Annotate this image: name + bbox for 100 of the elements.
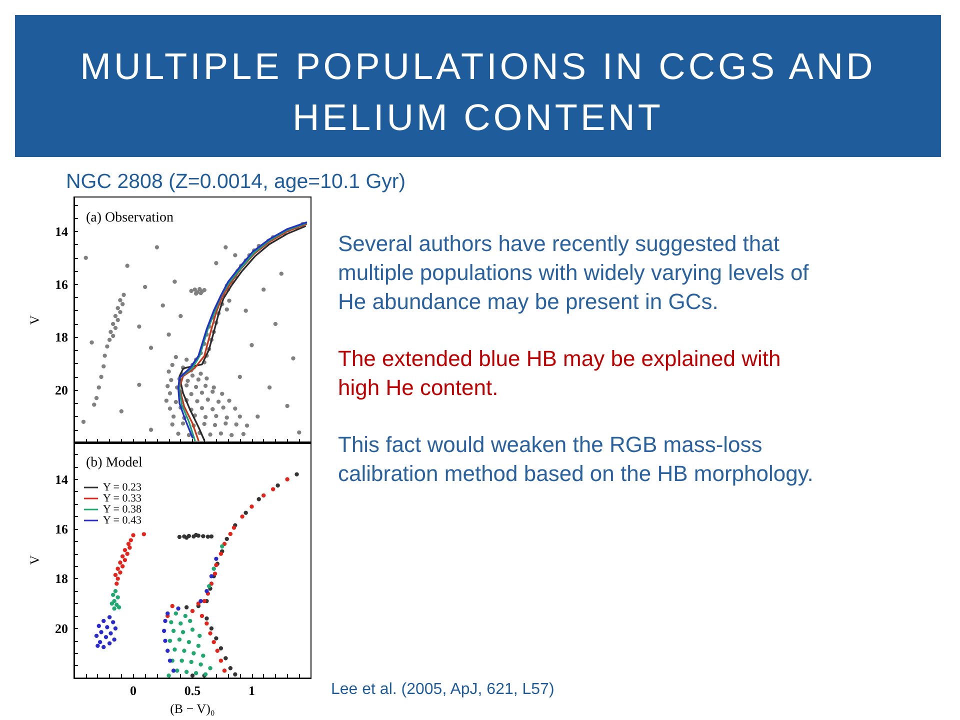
- point: [218, 658, 224, 663]
- y-tick-label: 16: [55, 521, 68, 536]
- point: [285, 477, 290, 482]
- point: [166, 648, 170, 653]
- point: [202, 598, 206, 604]
- y-tick-label: 20: [55, 382, 68, 398]
- point: [276, 483, 280, 488]
- point: [220, 544, 224, 548]
- point: [116, 566, 120, 571]
- point: [244, 510, 248, 515]
- point: [168, 638, 172, 643]
- point: [232, 526, 236, 530]
- point: [201, 534, 206, 538]
- point: [262, 493, 266, 498]
- point: [194, 532, 198, 538]
- x-tick-label: 0: [130, 683, 136, 698]
- point: [120, 554, 125, 558]
- point: [200, 614, 204, 618]
- point: [118, 560, 122, 565]
- point: [177, 637, 182, 642]
- point: [107, 641, 112, 646]
- point: [96, 644, 100, 648]
- point: [250, 504, 254, 509]
- point: [222, 542, 227, 546]
- point: [142, 532, 146, 536]
- point: [208, 666, 212, 670]
- point: [128, 546, 132, 550]
- text: Lee et al. (2005, ApJ, 621, L57): [331, 681, 554, 699]
- point: [175, 668, 180, 673]
- point: [171, 628, 176, 633]
- point: [120, 564, 125, 568]
- point: [194, 671, 198, 676]
- point: [192, 651, 196, 656]
- point: [122, 558, 128, 562]
- point: [166, 611, 170, 616]
- point: [212, 640, 216, 644]
- point: [168, 658, 172, 663]
- text: The extended blue HB may be explained with high He content.: [338, 345, 782, 402]
- point: [198, 598, 203, 604]
- legend-label: Y = 0.23: [103, 482, 142, 494]
- point: [206, 534, 210, 539]
- point: [209, 574, 214, 578]
- point: [294, 472, 299, 476]
- point: [108, 631, 113, 636]
- point: [162, 628, 166, 633]
- point: [176, 606, 180, 611]
- point: [212, 566, 216, 571]
- point: [122, 548, 128, 552]
- point: [218, 552, 224, 556]
- point: [215, 648, 220, 653]
- point: [214, 556, 218, 561]
- point: [183, 614, 188, 618]
- point: [128, 538, 133, 542]
- point: [116, 595, 120, 600]
- point: [256, 497, 261, 502]
- point: [204, 616, 209, 621]
- text: Several authors have recently suggested that multiple populations with widely varying levels of He abundance may be present in GCs.: [338, 230, 810, 316]
- point: [112, 598, 116, 604]
- point: [169, 620, 174, 624]
- point: [180, 658, 184, 663]
- point: [102, 644, 106, 650]
- point: [107, 615, 112, 620]
- point: [166, 674, 171, 678]
- point: [163, 618, 168, 624]
- point: [126, 542, 131, 546]
- point: [118, 570, 122, 575]
- point: [104, 634, 108, 640]
- point: [196, 644, 201, 648]
- point: [125, 552, 130, 556]
- legend-label: Y = 0.33: [103, 492, 142, 504]
- point: [116, 605, 122, 610]
- point: [270, 487, 276, 492]
- point: [99, 630, 104, 634]
- text: This fact would weaken the RGB mass-loss calibration method based on the HB morphology.: [338, 431, 814, 488]
- point: [209, 582, 214, 586]
- point: [208, 631, 212, 636]
- point: [174, 611, 178, 616]
- point: [102, 618, 106, 624]
- point: [116, 576, 120, 581]
- annotation: (b) Model: [86, 456, 142, 470]
- point: [201, 654, 206, 658]
- point: [190, 628, 195, 632]
- point: [131, 533, 136, 538]
- point: [94, 634, 99, 638]
- point: [112, 606, 116, 611]
- point: [190, 608, 195, 614]
- point: [224, 656, 228, 660]
- point: [111, 592, 116, 597]
- point: [228, 532, 233, 536]
- point: [214, 636, 218, 640]
- point: [170, 604, 174, 608]
- point: [209, 534, 214, 539]
- y-tick-label: 16: [55, 276, 68, 292]
- point: [110, 601, 114, 606]
- point: [112, 637, 116, 642]
- x-tick-label: 0.5: [184, 683, 202, 698]
- point: [206, 584, 212, 588]
- y-tick-label: 14: [55, 224, 68, 239]
- point: [182, 648, 186, 653]
- point: [113, 626, 118, 630]
